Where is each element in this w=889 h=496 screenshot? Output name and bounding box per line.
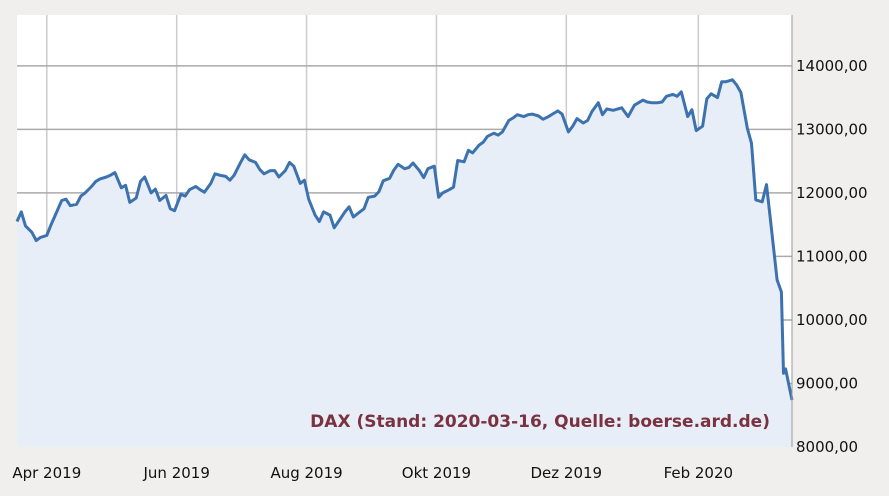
x-tick-label: Jun 2019 [142, 464, 209, 482]
y-tick-label: 10000,00 [796, 311, 868, 329]
x-tick-label: Apr 2019 [12, 464, 81, 482]
y-tick-label: 13000,00 [796, 120, 868, 138]
chart-caption: DAX (Stand: 2020-03-16, Quelle: boerse.a… [310, 412, 770, 432]
y-tick-label: 8000,00 [796, 438, 858, 456]
y-tick-label: 11000,00 [796, 247, 868, 265]
x-tick-label: Dez 2019 [531, 464, 603, 482]
y-tick-label: 12000,00 [796, 184, 868, 202]
y-axis-tick-labels: 8000,00 9000,00 10000,00 11000,00 12000,00 13… [796, 57, 868, 456]
series-area-fill [17, 79, 792, 448]
series-line [15, 78, 794, 401]
x-tick-label: Okt 2019 [402, 464, 471, 482]
x-axis-tick-labels: Apr 2019 Jun 2019 Aug 2019 Okt 2019 Dez 2019… [12, 464, 733, 482]
y-tick-label: 9000,00 [796, 374, 858, 392]
y-tick-label: 14000,00 [796, 57, 868, 75]
x-tick-label: Feb 2020 [664, 464, 734, 482]
x-tick-label: Aug 2019 [270, 464, 342, 482]
